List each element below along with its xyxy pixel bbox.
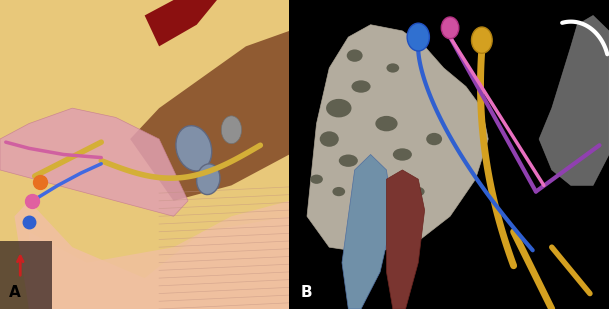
- Polygon shape: [539, 15, 609, 185]
- Ellipse shape: [412, 187, 424, 196]
- Ellipse shape: [471, 27, 492, 53]
- Ellipse shape: [221, 116, 242, 144]
- Ellipse shape: [442, 17, 459, 39]
- Ellipse shape: [375, 116, 398, 131]
- Ellipse shape: [197, 164, 220, 195]
- Polygon shape: [307, 25, 488, 253]
- Polygon shape: [387, 170, 424, 309]
- Ellipse shape: [176, 126, 212, 171]
- Polygon shape: [130, 31, 289, 201]
- Polygon shape: [0, 241, 52, 309]
- Polygon shape: [144, 0, 217, 46]
- Text: A: A: [9, 285, 21, 300]
- Ellipse shape: [372, 196, 388, 205]
- Text: B: B: [301, 285, 312, 300]
- Ellipse shape: [339, 154, 358, 167]
- Ellipse shape: [387, 63, 399, 73]
- Polygon shape: [342, 154, 393, 309]
- Ellipse shape: [310, 175, 323, 184]
- Polygon shape: [0, 108, 188, 216]
- Ellipse shape: [407, 23, 429, 51]
- Polygon shape: [15, 201, 289, 309]
- Ellipse shape: [320, 131, 339, 147]
- Ellipse shape: [393, 148, 412, 161]
- Ellipse shape: [326, 99, 351, 117]
- Ellipse shape: [347, 49, 362, 62]
- Ellipse shape: [333, 187, 345, 196]
- Ellipse shape: [426, 133, 442, 145]
- Polygon shape: [29, 201, 289, 309]
- Ellipse shape: [351, 80, 370, 93]
- Polygon shape: [0, 0, 289, 309]
- Ellipse shape: [362, 164, 379, 176]
